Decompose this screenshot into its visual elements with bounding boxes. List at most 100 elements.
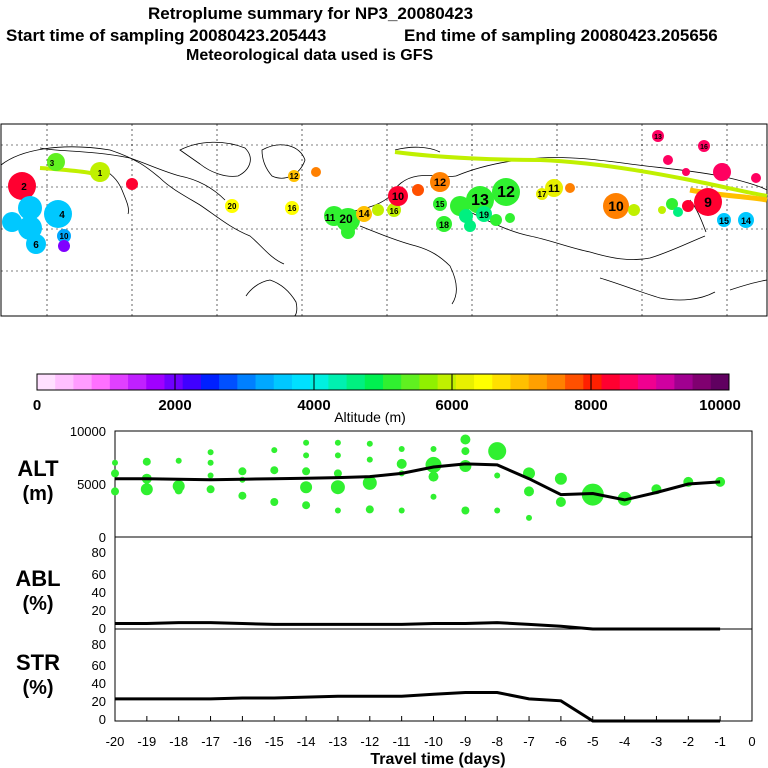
alt-scatter-point [365,505,374,514]
abl-yunit: (%) [22,593,53,615]
colorbar-tick: 0 [33,397,41,414]
alt-scatter-point [459,460,472,472]
alt-scatter-point [142,457,151,466]
alt-scatter-point [207,449,214,456]
x-tick-label: -5 [587,734,599,749]
colorbar-tick: 4000 [297,397,330,414]
map-label: 16 [700,144,708,151]
alt-scatter-point [334,507,341,514]
alt-scatter-point [425,456,442,473]
map-label: 12 [497,184,515,201]
map-label: 9 [704,194,712,210]
abl-ytick: 0 [99,621,106,636]
alt-scatter-point [461,447,470,456]
colorbar-cell [692,374,712,390]
colorbar-cell [674,374,694,390]
colorbar-cell [565,374,584,390]
map-label: 3 [50,159,55,168]
alt-scatter-point [207,472,214,479]
alt-scatter-point [207,459,214,466]
colorbar-cell [637,374,657,390]
colorbar-title: Altitude (m) [334,409,406,425]
alt-scatter-point [330,480,345,495]
map-label: 11 [325,213,336,224]
map-label: 12 [434,177,446,189]
colorbar-cell [492,374,511,390]
map-label: 16 [288,204,297,213]
alt-scatter-point [366,456,373,463]
str-ytick: 60 [92,658,106,673]
alt-scatter-point [461,506,470,515]
str-line [115,691,721,723]
map-label: 20 [339,212,353,226]
colorbar-cell [364,374,384,390]
chart-title: Retroplume summary for NP3_20080423 [148,4,474,23]
colorbar-cell [219,374,238,390]
alt-scatter-point [270,466,279,475]
map-label: 10 [608,198,624,214]
colorbar-cell [583,374,603,390]
alt-scatter-point [526,514,532,521]
alt-scatter-point [430,493,437,500]
alt-scatter-point [428,471,439,482]
colorbar-cell [546,374,566,390]
colorbar-cell [128,374,147,390]
alt-scatter-point [460,434,471,445]
x-tick-label: -18 [169,734,188,749]
alt-scatter-point [362,475,377,490]
str-ytick: 80 [92,637,106,652]
x-tick-label: -17 [201,734,220,749]
x-tick-label: -11 [393,734,411,749]
map-label: 6 [33,240,39,251]
colorbar-cell [528,374,548,390]
alt-ylabel: ALT [17,456,59,481]
alt-scatter-point [302,467,311,476]
alt-scatter-point [555,497,566,507]
map-label: 13 [654,134,662,141]
colorbar-cell [182,374,202,390]
x-tick-label: -7 [523,734,535,749]
colorbar-cell [55,374,74,390]
map-label: 12 [290,172,299,181]
map-label: 19 [479,210,489,220]
plume-circles [2,130,761,254]
alt-ytick: 10000 [70,424,106,439]
colorbar-cell [619,374,639,390]
map-label: 1 [98,169,103,178]
str-ytick: 40 [92,676,106,691]
alt-scatter-point [494,472,501,479]
alt-yunit: (m) [22,483,53,505]
alt-scatter-point [333,469,342,478]
abl-panel: ABL (%) 80 60 40 20 0 [15,536,753,636]
map-label: 10 [60,232,69,241]
map-label: 15 [719,216,729,226]
x-tick-label: -13 [329,734,348,749]
alt-scatter-point [488,442,507,461]
x-tick-label: -4 [619,734,631,749]
alt-scatter-point [494,507,501,514]
altitude-colorbar: 0 2000 4000 6000 8000 10000 Altitude (m) [33,373,741,425]
colorbar-tick: 8000 [574,397,607,414]
alt-scatter-point [302,501,311,510]
map-label: 15 [436,200,445,209]
x-tick-label: -12 [360,734,379,749]
alt-scatter-point [554,472,567,485]
map-label: 11 [548,183,560,195]
alt-scatter-point [398,507,405,514]
map-label: 18 [439,220,449,230]
x-tick-label: -8 [491,734,503,749]
map-label: 16 [390,207,399,216]
map-label: 20 [228,202,237,211]
colorbar-tick: 2000 [158,397,191,414]
map-label: 17 [538,190,547,199]
map-label: 13 [471,192,489,209]
x-tick-label: -10 [424,734,443,749]
colorbar-cell [455,374,475,390]
alt-scatter-point [270,498,279,506]
alt-scatter-point [111,469,119,478]
abl-ytick: 40 [92,585,106,600]
x-tick-label: -6 [555,734,567,749]
colorbar-cell [346,374,366,390]
str-yunit: (%) [22,677,53,699]
